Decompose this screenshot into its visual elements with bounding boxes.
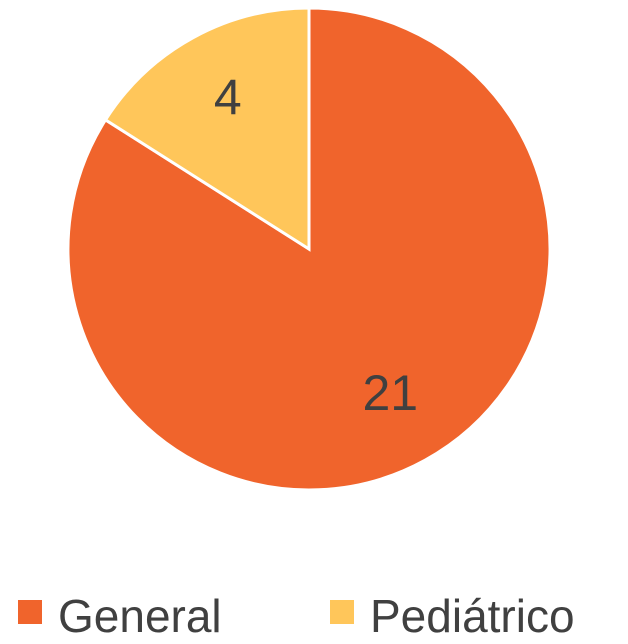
data-label: 4: [214, 69, 242, 125]
data-label: 21: [362, 365, 418, 421]
pie-slice: [103, 6, 311, 252]
legend-label: Pediátrico: [370, 590, 575, 642]
legend-label: General: [58, 590, 222, 642]
legend-swatch: [18, 600, 42, 624]
legend-swatch: [330, 600, 354, 624]
